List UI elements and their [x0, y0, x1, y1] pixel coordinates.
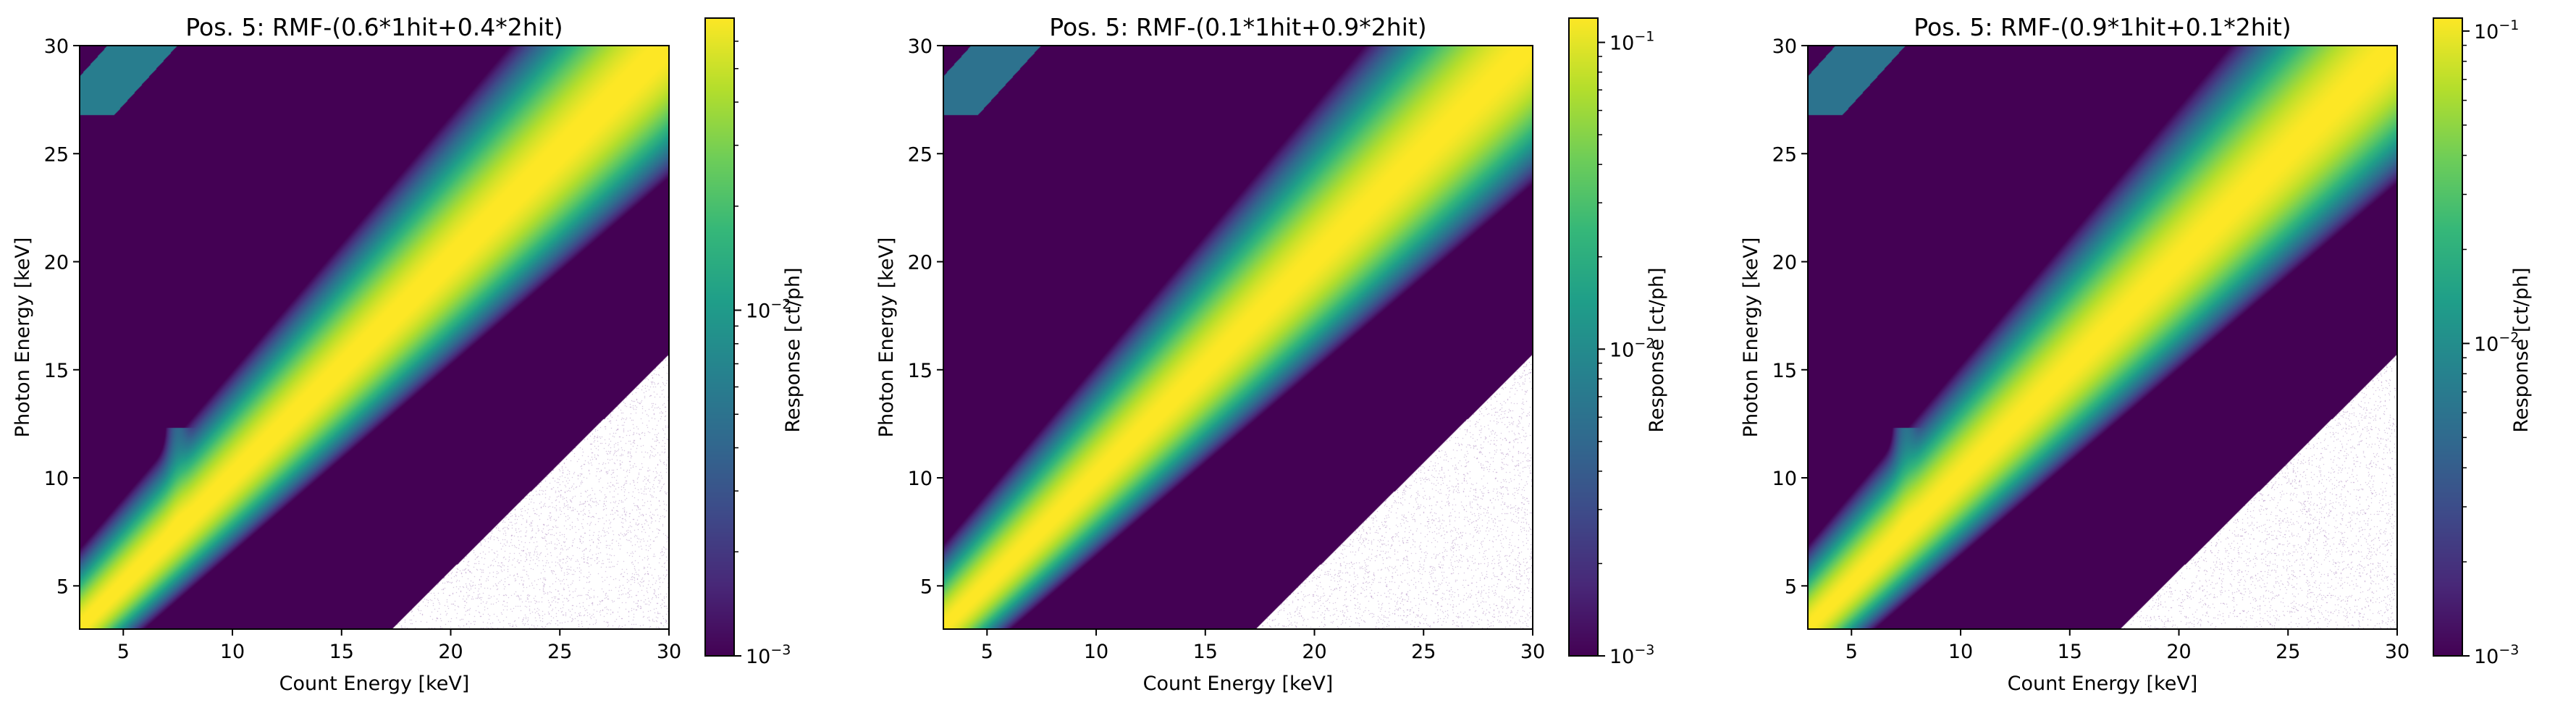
colorbar-frame	[2433, 17, 2463, 657]
chart-title: Pos. 5: RMF-(0.9*1hit+0.1*2hit)	[1914, 13, 2291, 41]
y-tick-label: 5	[56, 576, 69, 598]
y-tick-label: 30	[44, 35, 69, 58]
heatmap-image	[80, 46, 669, 629]
x-tick-label: 15	[2058, 641, 2082, 663]
y-axis-label: Photon Energy [keV]	[1740, 237, 1762, 438]
colorbar-label: Response [ct/ph]	[1646, 267, 1668, 432]
x-tick-label: 25	[2276, 641, 2300, 663]
heatmap-image	[1808, 46, 2397, 629]
panel-3: Pos. 5: RMF-(0.9*1hit+0.1*2hit) 5 10 15 20 25…	[1740, 13, 2533, 695]
y-tick-label: 30	[1772, 35, 1797, 58]
plot-frame	[1807, 45, 2398, 630]
y-axis-label: Photon Energy [keV]	[12, 237, 34, 438]
plot-frame	[943, 45, 1533, 630]
y-tick-label: 10	[44, 468, 69, 490]
x-tick-label: 20	[2166, 641, 2191, 663]
x-tick-label: 30	[2385, 641, 2409, 663]
heatmap-image	[943, 46, 1533, 629]
x-tick-label: 25	[547, 641, 572, 663]
y-tick-label: 10	[908, 468, 933, 490]
x-tick-label: 15	[329, 641, 354, 663]
chart-title: Pos. 5: RMF-(0.1*1hit+0.9*2hit)	[1049, 13, 1426, 41]
y-tick-label: 30	[908, 35, 933, 58]
x-tick-label: 20	[1302, 641, 1326, 663]
y-axis-label: Photon Energy [keV]	[875, 237, 898, 438]
x-axis-label: Count Energy [keV]	[279, 673, 470, 695]
colorbar-gradient	[705, 18, 734, 656]
panel-1: Pos. 5: RMF-(0.6*1hit+0.4*2hit) 5 10 15 20 25…	[12, 13, 804, 695]
y-tick-label: 10	[1772, 468, 1797, 490]
y-tick-label: 5	[1785, 576, 1797, 598]
colorbar-gradient	[2433, 18, 2462, 656]
y-tick-label: 15	[44, 360, 69, 382]
colorbar-tick-label: 10−1	[2474, 17, 2519, 43]
x-tick-label: 10	[1084, 641, 1108, 663]
x-tick-label: 20	[438, 641, 463, 663]
y-tick-label: 25	[908, 143, 933, 166]
y-tick-label: 25	[44, 143, 69, 166]
y-tick-label: 15	[1772, 360, 1797, 382]
colorbar-tick-label: 10−3	[746, 642, 791, 668]
x-tick-label: 30	[1520, 641, 1545, 663]
y-tick-label: 5	[920, 576, 933, 598]
y-tick-label: 15	[908, 360, 933, 382]
colorbar-tick-label: 10−1	[1609, 29, 1654, 55]
y-tick-label: 20	[1772, 252, 1797, 274]
colorbar-tick-label: 10−2	[746, 297, 791, 323]
y-tick-label: 20	[44, 252, 69, 274]
colorbar-label: Response [ct/ph]	[2510, 267, 2533, 432]
x-tick-label: 10	[1948, 641, 1973, 663]
x-tick-label: 30	[657, 641, 681, 663]
colorbar-tick-label: 10−2	[2474, 329, 2519, 355]
colorbar-frame	[704, 17, 735, 657]
x-tick-label: 15	[1193, 641, 1218, 663]
y-tick-label: 25	[1772, 143, 1797, 166]
colorbar-tick-label: 10−3	[2474, 642, 2519, 668]
y-tick-label: 20	[908, 252, 933, 274]
colorbar-tick-label: 10−2	[1609, 335, 1654, 361]
plot-frame	[79, 45, 670, 630]
x-tick-label: 25	[1411, 641, 1436, 663]
colorbar-frame	[1568, 17, 1599, 657]
x-axis-label: Count Energy [keV]	[2008, 673, 2198, 695]
x-tick-label: 5	[1845, 641, 1858, 663]
x-tick-label: 10	[220, 641, 245, 663]
x-axis-label: Count Energy [keV]	[1143, 673, 1334, 695]
x-tick-label: 5	[117, 641, 130, 663]
chart-title: Pos. 5: RMF-(0.6*1hit+0.4*2hit)	[185, 13, 563, 41]
panel-2: Pos. 5: RMF-(0.1*1hit+0.9*2hit) 5 10 15 20 25…	[875, 13, 1668, 695]
colorbar-label: Response [ct/ph]	[782, 267, 804, 432]
colorbar-tick-label: 10−3	[1609, 642, 1654, 668]
colorbar-gradient	[1569, 18, 1598, 656]
x-tick-label: 5	[981, 641, 993, 663]
